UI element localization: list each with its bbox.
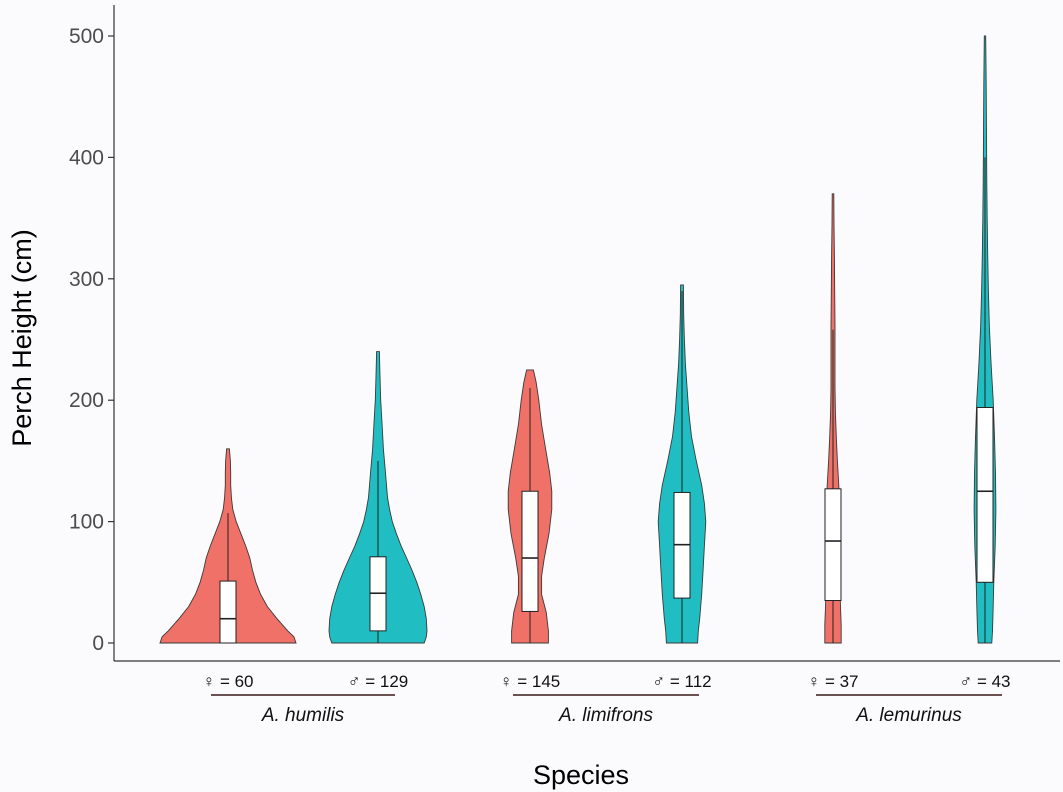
y-tick-label: 200 [69,389,104,412]
y-tick-label: 400 [69,146,104,169]
y-tick-label: 500 [69,25,104,48]
y-ticks: 0 100 200 300 400 500 [69,25,114,655]
y-axis-title: Perch Height (cm) [7,229,37,447]
male-count-label: ♂ = 43 [959,672,1010,691]
y-tick-label: 300 [69,268,104,291]
box [824,488,842,602]
female-count-label: ♀ = 60 [202,672,253,691]
species-label: A. limifrons [558,705,653,726]
female-count-label: ♀ = 37 [807,672,858,691]
male-count-label: ♂ = 129 [348,672,409,691]
y-tick-label: 0 [92,632,104,655]
box [219,580,237,644]
y-tick-label: 100 [69,511,104,534]
box [976,406,994,583]
box [521,490,539,612]
female-count-label: ♀ = 145 [500,672,561,691]
x-axis-title: Species [533,760,629,790]
male-count-label: ♂ = 112 [652,672,711,691]
species-label: A. lemurinus [855,705,962,726]
violins-layer [159,35,997,644]
species-label: A. humilis [261,705,345,726]
